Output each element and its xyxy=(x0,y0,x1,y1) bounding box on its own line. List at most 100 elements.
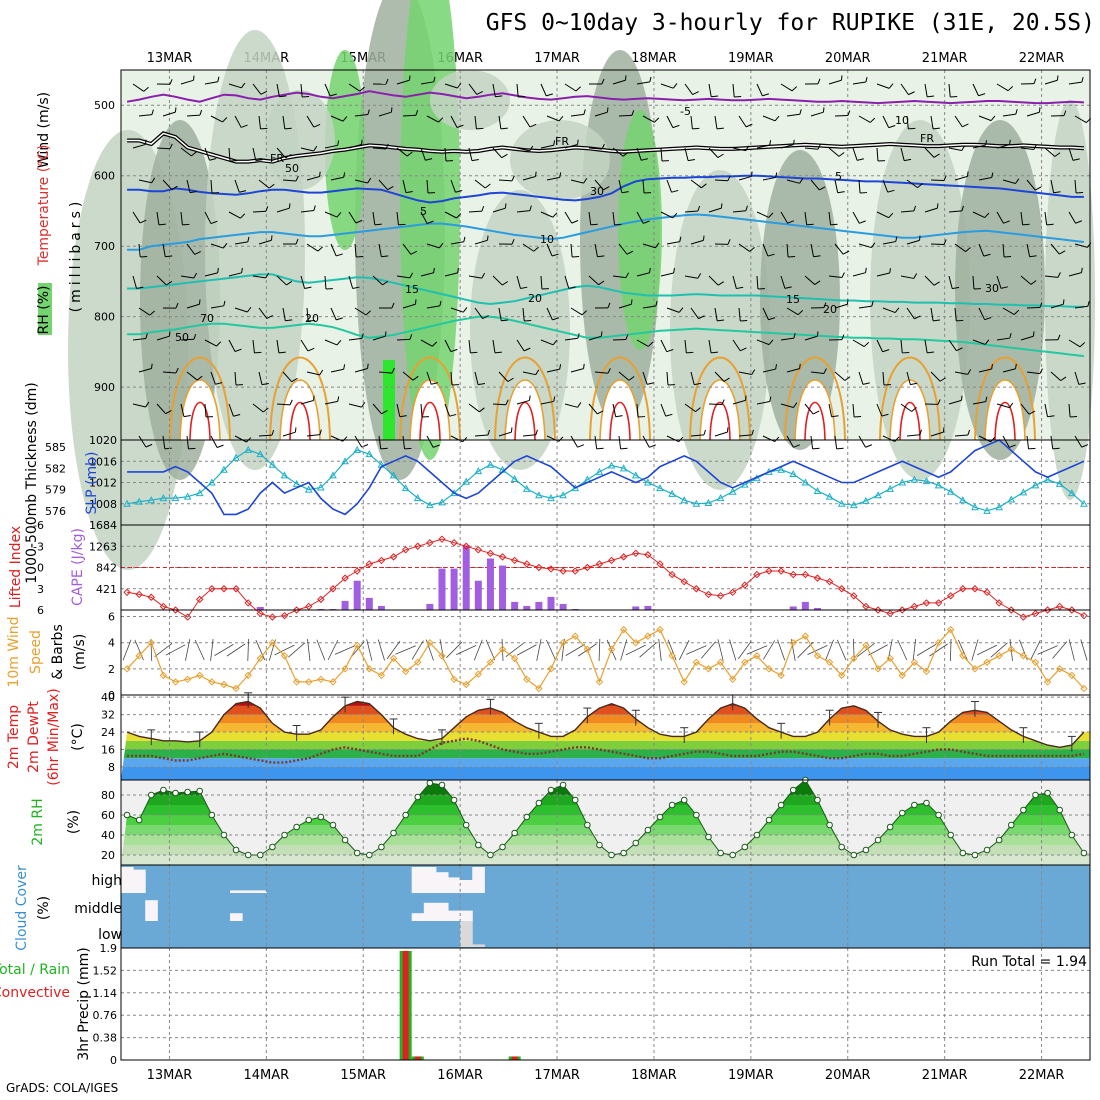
wind-barb xyxy=(1057,272,1061,278)
wind-barb xyxy=(607,368,611,374)
wind-barb xyxy=(768,317,776,321)
wind-barb xyxy=(858,435,866,448)
wind-barb xyxy=(804,275,816,285)
lifted-index-point xyxy=(765,567,773,575)
wind-barb xyxy=(258,371,263,385)
rh-shade xyxy=(383,360,395,440)
wind-barb xyxy=(852,81,866,85)
rh-shade xyxy=(430,70,510,130)
wind-barb xyxy=(806,223,814,226)
wind-barb xyxy=(876,272,890,277)
rh-point xyxy=(898,809,906,817)
wind-barb xyxy=(156,335,170,341)
thickness-point xyxy=(426,501,434,509)
wind-barb xyxy=(470,351,478,354)
rh-point xyxy=(390,829,397,837)
wind-barb xyxy=(762,93,770,97)
wind-barb xyxy=(412,375,419,381)
wind-barb xyxy=(367,363,369,369)
wind-barb xyxy=(858,115,871,123)
wind-barb xyxy=(420,147,426,161)
thickness-point xyxy=(401,484,410,492)
precip-convective-bar xyxy=(511,1056,518,1060)
wind-barb xyxy=(391,302,395,309)
wind-barb xyxy=(804,335,818,341)
y-axis-label: (m/s) xyxy=(72,634,88,671)
temp-contour-30 xyxy=(179,379,221,441)
wind-barb xyxy=(949,638,952,662)
lifted-index-point xyxy=(280,611,289,620)
thickness-point xyxy=(740,480,749,488)
wind-barb xyxy=(477,382,486,386)
wind-barb xyxy=(972,275,975,290)
wind-barb xyxy=(636,81,650,85)
wind-barb xyxy=(1074,243,1088,248)
thickness-point xyxy=(656,484,664,492)
wind-barb xyxy=(226,643,246,657)
lifted-index-point xyxy=(1043,606,1052,614)
y-tick-label: 60 xyxy=(101,809,115,822)
wind-barb xyxy=(520,286,528,290)
cloud-bar xyxy=(460,910,473,921)
wind-barb xyxy=(894,436,900,442)
wind-barb xyxy=(1033,78,1037,84)
wind-speed-point xyxy=(559,638,567,647)
wind-barb xyxy=(348,211,357,224)
wind-barb xyxy=(367,177,372,184)
wind-barb xyxy=(642,179,645,193)
wind-barb xyxy=(165,409,172,415)
wind-barb xyxy=(666,371,669,386)
wind-barb xyxy=(529,145,534,152)
wind-barb xyxy=(511,239,515,245)
wind-barb xyxy=(262,407,269,413)
wind-barb xyxy=(300,147,314,152)
temp-contour-30 xyxy=(984,379,1026,441)
wind-barb xyxy=(162,243,166,257)
wind-barb xyxy=(511,175,515,182)
wind-barb xyxy=(426,115,439,123)
lifted-index-point xyxy=(401,546,410,554)
wind-barb xyxy=(300,339,309,352)
wind-barb xyxy=(252,147,257,161)
wind-barb xyxy=(408,75,411,81)
wind-barb xyxy=(948,147,962,152)
wind-barb xyxy=(991,364,993,370)
cape-bar xyxy=(353,580,361,610)
wind-barb xyxy=(588,275,599,286)
wind-barb xyxy=(816,331,819,337)
wind-barb xyxy=(985,396,988,402)
wind-barb xyxy=(577,444,585,448)
cape-bar xyxy=(317,608,325,610)
wind-barb xyxy=(234,348,242,352)
wind-barb xyxy=(620,639,628,661)
wind-barb xyxy=(378,371,392,374)
thickness-point xyxy=(462,477,471,485)
wind-speed-point xyxy=(571,632,579,640)
wind-barb xyxy=(1080,639,1088,661)
rh-shade xyxy=(760,150,840,450)
wind-barb xyxy=(917,183,923,189)
wind-barb xyxy=(502,281,509,286)
wind-barb xyxy=(978,93,986,97)
wind-barb xyxy=(666,241,680,245)
wind-barb xyxy=(282,371,293,382)
wind-barb xyxy=(954,175,968,181)
wind-barb xyxy=(204,211,212,224)
wind-barb xyxy=(882,371,885,386)
wind-barb xyxy=(327,639,339,661)
wind-barb xyxy=(405,191,413,194)
rh-point xyxy=(874,836,882,844)
wind-barb xyxy=(1034,186,1042,191)
wind-barb xyxy=(210,115,223,123)
wind-barb xyxy=(1044,79,1058,85)
wind-barb xyxy=(529,395,531,401)
wind-barb xyxy=(793,333,796,339)
thickness-point xyxy=(232,453,240,461)
wind-barb xyxy=(960,395,963,401)
wind-barb xyxy=(1028,447,1036,450)
rh-point xyxy=(995,836,1003,844)
wind-barb xyxy=(762,176,776,181)
wind-barb xyxy=(837,639,847,661)
y-tick-label: 80 xyxy=(101,789,115,802)
wind-barb xyxy=(889,268,892,274)
